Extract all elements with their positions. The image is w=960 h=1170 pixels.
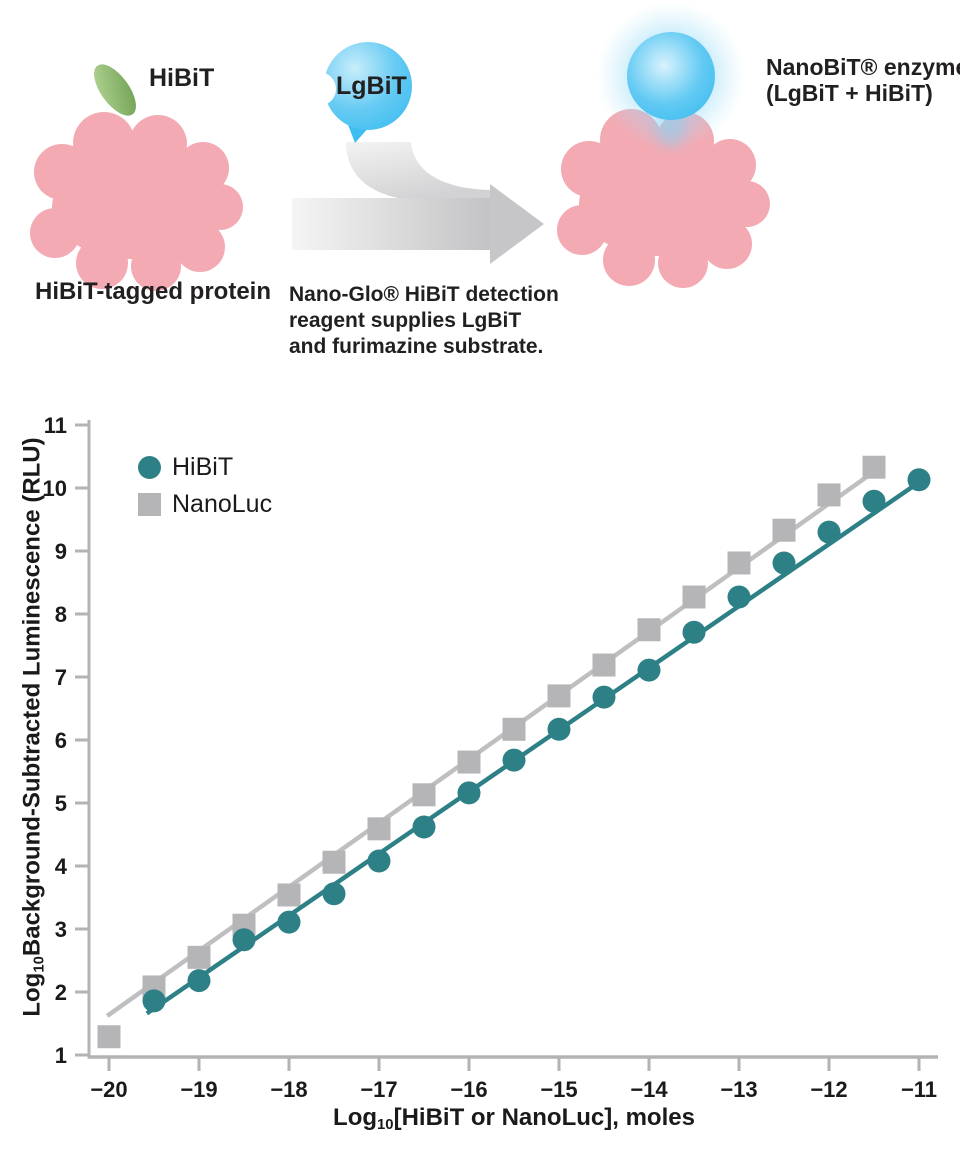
mid-caption-line1: Nano-Glo® HiBiT detection — [289, 283, 559, 306]
y-tick-label: 3 — [55, 917, 67, 942]
nanobit-enzyme-label: NanoBiT® enzyme (LgBiT + HiBiT) — [766, 54, 960, 106]
hibit-tag-label: HiBiT — [149, 64, 215, 92]
legend-item-nanoluc: NanoLuc — [138, 490, 273, 518]
legend-label-nanoluc: NanoLuc — [172, 490, 273, 518]
nanoluc-point — [772, 518, 796, 542]
x-tick-label: −11 — [901, 1077, 937, 1102]
nanoluc-square-swatch — [138, 493, 161, 516]
nanobit-enzyme-label-line2: (LgBiT + HiBiT) — [766, 80, 933, 106]
hibit-point — [277, 910, 301, 934]
hibit-point — [412, 815, 436, 839]
x-tick-label: −12 — [810, 1077, 847, 1102]
nanoluc-point — [682, 585, 706, 609]
x-tick-label: −19 — [180, 1077, 217, 1102]
x-tick-label: −18 — [270, 1077, 307, 1102]
nanobit-enzyme-label-line1: NanoBiT® enzyme — [766, 54, 960, 80]
hibit-point — [367, 849, 391, 873]
y-tick-label: 5 — [55, 791, 67, 816]
x-axis-title-prefix: Log — [333, 1104, 378, 1131]
nanoluc-point — [187, 945, 211, 969]
y-tick-label: 6 — [55, 728, 67, 753]
mid-caption-line3: and furimazine substrate. — [289, 335, 544, 358]
mid-caption: Nano-Glo® HiBiT detection reagent suppli… — [289, 282, 559, 360]
nanoluc-point — [817, 483, 841, 507]
hibit-point — [907, 468, 931, 492]
y-axis-title-prefix: Log — [18, 972, 46, 1017]
y-tick-label: 11 — [44, 413, 67, 438]
hibit-point — [682, 620, 706, 644]
y-tick-label: 8 — [55, 602, 67, 627]
x-tick-label: −16 — [450, 1077, 487, 1102]
lgbit-blob — [302, 42, 412, 143]
y-tick-label: 10 — [43, 476, 67, 501]
hibit-point — [547, 717, 571, 741]
hibit-point — [322, 882, 346, 906]
nanoluc-point — [862, 455, 886, 479]
legend-item-hibit: HiBiT — [138, 453, 272, 481]
hibit-point — [187, 969, 211, 993]
chart-legend: HiBiT NanoLuc — [138, 453, 273, 518]
hibit-point — [457, 781, 481, 805]
hibit-circle-swatch — [138, 456, 161, 479]
legend-label-hibit: HiBiT — [172, 453, 234, 481]
x-axis-title-rest: [HiBiT or NanoLuc], moles — [393, 1104, 695, 1131]
nanoluc-point — [502, 717, 526, 741]
left-caption: HiBiT-tagged protein — [35, 278, 271, 305]
reagent-arrow — [292, 142, 544, 264]
hibit-point — [862, 489, 886, 513]
nanobit-protein-blob — [557, 109, 770, 288]
x-tick-label: −17 — [360, 1077, 397, 1102]
nanoluc-point — [367, 817, 391, 841]
hibit-point — [772, 551, 796, 575]
hibit-point — [142, 989, 166, 1013]
hibit-point — [727, 585, 751, 609]
nanoluc-fit-line — [105, 464, 883, 1018]
nanoluc-point — [547, 684, 571, 708]
hibit-point — [637, 658, 661, 682]
nanoluc-point — [322, 850, 346, 874]
nanoluc-point — [457, 750, 481, 774]
y-tick-label: 9 — [55, 539, 67, 564]
x-tick-label: −14 — [630, 1077, 668, 1102]
hibit-detection-diagram — [30, 2, 770, 291]
arrow-head — [490, 184, 544, 264]
x-tick-label: −15 — [540, 1077, 577, 1102]
nanoluc-point — [592, 653, 616, 677]
y-tick-label: 2 — [55, 980, 67, 1005]
x-tick-label: −20 — [90, 1077, 127, 1102]
y-axis-title-subscript: 10 — [31, 956, 48, 973]
hibit-point — [817, 520, 841, 544]
hibit-tag-leaf-icon — [94, 64, 136, 116]
nanoluc-point — [277, 883, 301, 907]
nanoluc-point — [727, 551, 751, 575]
lgbit-bite-notch — [302, 72, 336, 106]
y-tick-label: 4 — [55, 854, 68, 879]
x-axis-title-subscript: 10 — [377, 1117, 394, 1134]
y-axis-title-rest: Background-Subtracted Luminescence (RLU) — [18, 437, 46, 957]
x-axis-title: Log10[HiBiT or NanoLuc], moles — [109, 1104, 919, 1133]
y-axis-title: Log10Background-Subtracted Luminescence … — [18, 437, 47, 1016]
y-tick-label: 7 — [55, 665, 67, 690]
mid-caption-line2: reagent supplies LgBiT — [289, 309, 522, 332]
hibit-fit-line — [145, 477, 925, 1016]
luminescence-scatter-plot: −20 −19 −18 −17 −16 −15 −14 −13 −12 −11 1 2 3 4 5 6 7 8 9 1… — [43, 413, 938, 1102]
nanoluc-point — [637, 618, 661, 642]
nanobit-enzyme-sphere — [627, 32, 715, 120]
nanoluc-point — [97, 1025, 121, 1049]
nanoluc-point — [412, 783, 436, 807]
hibit-point — [592, 685, 616, 709]
hibit-point — [232, 928, 256, 952]
arrow-body — [292, 198, 491, 250]
x-tick-label: −13 — [720, 1077, 757, 1102]
hibit-point — [502, 748, 526, 772]
lgbit-label: LgBiT — [336, 72, 407, 100]
hibit-protein-blob — [30, 112, 243, 291]
arrow-swoosh — [346, 142, 491, 201]
y-tick-label: 1 — [55, 1043, 67, 1068]
